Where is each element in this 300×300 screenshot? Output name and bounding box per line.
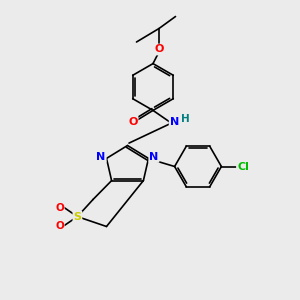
Text: N: N [149, 152, 158, 162]
Text: O: O [128, 117, 138, 127]
Text: N: N [170, 117, 179, 127]
Text: H: H [181, 114, 190, 124]
Text: O: O [55, 220, 64, 231]
Text: N: N [97, 152, 106, 162]
Text: Cl: Cl [237, 161, 249, 172]
Text: O: O [55, 202, 64, 213]
Text: O: O [154, 44, 164, 55]
Text: S: S [74, 212, 81, 222]
